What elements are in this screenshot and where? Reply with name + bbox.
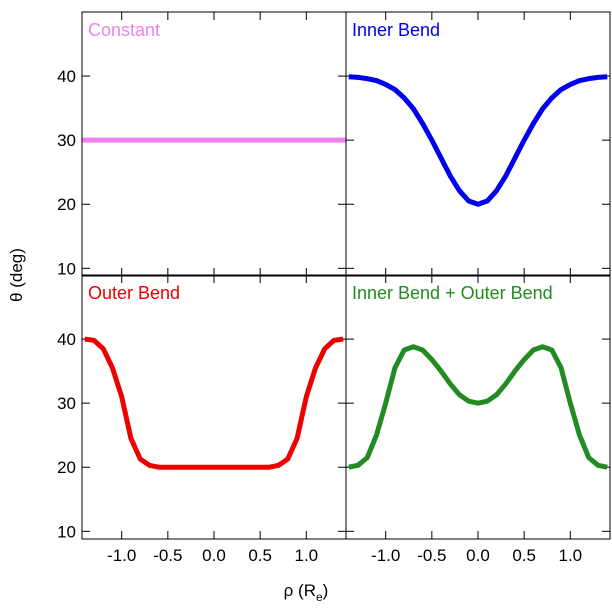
y-axis-label: θ (deg)	[7, 248, 26, 302]
panel-title: Outer Bend	[88, 283, 180, 303]
x-tick-label: 0.5	[248, 546, 272, 565]
x-label-main: ρ (R	[284, 581, 316, 600]
x-tick-label: -1.0	[371, 546, 400, 565]
panel-title: Constant	[88, 20, 160, 40]
y-tick-label: 10	[57, 259, 76, 278]
y-tick-label: 30	[57, 131, 76, 150]
panel-title: Inner Bend	[352, 20, 440, 40]
x-tick-label: 1.0	[294, 546, 318, 565]
x-tick-label: -0.5	[417, 546, 446, 565]
x-tick-label: 0.5	[512, 546, 536, 565]
x-axis-label: ρ (Re)	[284, 581, 329, 604]
y-tick-label: 20	[57, 458, 76, 477]
y-tick-label: 10	[57, 522, 76, 541]
panel-frame	[81, 11, 347, 277]
panel-title: Inner Bend + Outer Bend	[352, 283, 553, 303]
data-line	[348, 74, 608, 207]
y-tick-label: 20	[57, 195, 76, 214]
x-tick-label: -0.5	[153, 546, 182, 565]
data-line	[348, 344, 608, 470]
x-label-sub: e	[316, 590, 323, 604]
x-label-end: )	[323, 581, 329, 600]
x-tick-label: 0.0	[466, 546, 490, 565]
x-tick-label: -1.0	[107, 546, 136, 565]
data-line	[84, 336, 344, 470]
x-tick-label: 0.0	[202, 546, 226, 565]
panel-frame	[345, 274, 611, 540]
y-tick-label: 40	[57, 67, 76, 86]
y-tick-label: 40	[57, 330, 76, 349]
x-tick-label: 1.0	[558, 546, 582, 565]
y-tick-label: 30	[57, 394, 76, 413]
panel-frame	[345, 11, 611, 277]
